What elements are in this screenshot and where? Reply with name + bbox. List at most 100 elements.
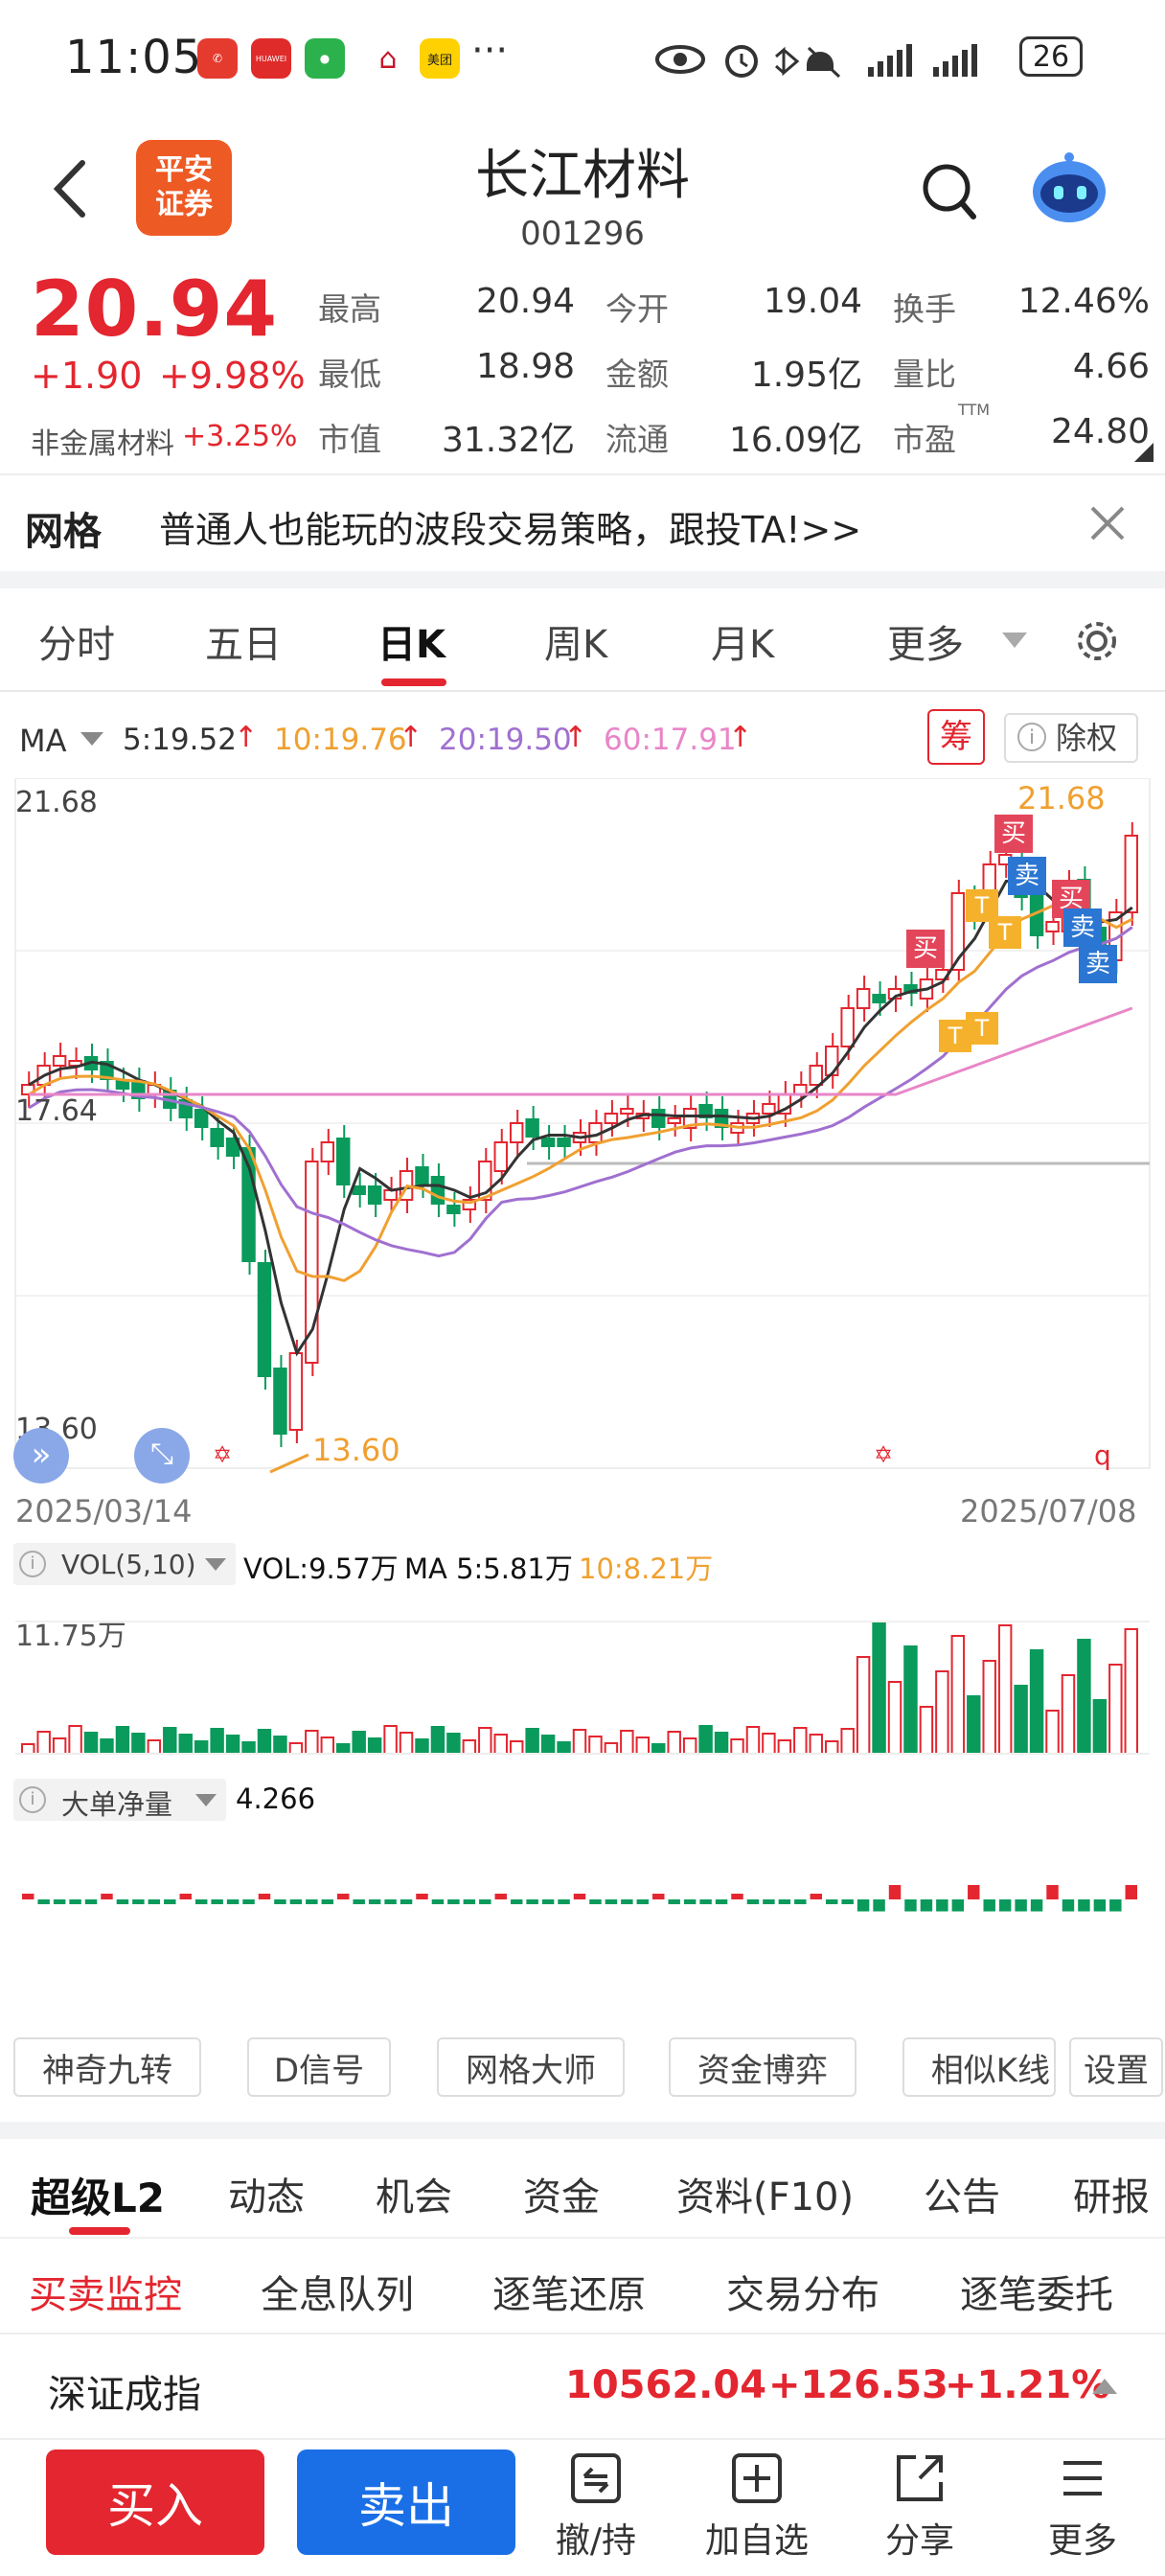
tab-five-day[interactable]: 五日 [205,623,282,667]
tab-dynamics[interactable]: 动态 [228,2175,305,2220]
tab-capital[interactable]: 资金 [523,2175,600,2220]
cancel-hold-button[interactable]: 撤/持 [538,2450,653,2564]
vol-selector[interactable]: i VOL(5,10) [13,1543,236,1585]
net-flow-selector[interactable]: i 大单净量 [13,1779,226,1821]
tab-opportunity[interactable]: 机会 [376,2175,452,2220]
event-marker-icon[interactable]: q [1094,1439,1111,1471]
index-ticker[interactable]: 深证成指 10562.04 +126.53 +1.21% [0,2333,1165,2440]
search-icon[interactable] [920,161,977,222]
info-icon: i [19,1551,46,1577]
event-marker-icon[interactable]: ✡ [213,1441,233,1468]
robot-assistant-icon[interactable] [1027,148,1111,228]
ex-right-label: 除权 [1056,720,1118,756]
buy-signal[interactable]: 买 [994,815,1033,853]
chip-distribution-button[interactable]: 筹 [927,709,985,765]
sector-name[interactable]: 非金属材料 [31,427,174,461]
net-flow-title: 大单净量 [61,1788,173,1821]
add-watchlist-button[interactable]: 加自选 [699,2450,814,2564]
candle [682,1108,697,1129]
chevron-down-icon[interactable] [1002,632,1027,650]
info-icon: i [1017,723,1046,751]
net-flow-bar [132,1899,145,1904]
tab-research[interactable]: 研报 [1073,2175,1150,2220]
sell-button[interactable]: 卖出 [297,2450,515,2555]
index-pct: +1.21% [945,2363,1110,2407]
net-flow-bar [116,1899,129,1904]
subtab-tick-orders[interactable]: 逐笔委托 [960,2273,1113,2317]
t-signal[interactable]: T [966,1012,998,1045]
chart-area[interactable]: MA 5:19.52 ↑ 10:19.76 ↑ 20:19.50 ↑ 60:17… [0,692,1165,2072]
tab-daily-k[interactable]: 日K [377,623,445,667]
ma-dropdown-icon[interactable] [80,732,103,748]
back-icon[interactable] [50,157,88,220]
sell-signal[interactable]: 卖 [1079,945,1117,983]
indicator-similar-kline[interactable]: 相似K线 [902,2037,1056,2097]
event-marker-icon[interactable]: ✡ [874,1441,894,1468]
volume-bar [21,1743,35,1755]
divider [0,571,1165,588]
volume-bar [1014,1685,1028,1755]
volume-bar [367,1737,382,1755]
float-cap-value: 16.09亿 [728,421,862,460]
tab-weekly-k[interactable]: 周K [544,623,608,667]
fast-forward-icon[interactable]: » [13,1428,69,1484]
expand-corner-icon[interactable] [1134,443,1154,462]
tab-monthly-k[interactable]: 月K [711,623,775,667]
sell-signal[interactable]: 卖 [1008,857,1046,895]
price-change-pct: +9.98% [159,355,306,397]
kline-chart[interactable] [0,778,1165,1765]
buy-signal[interactable]: 买 [906,930,945,968]
banner-text[interactable]: 普通人也能玩的波段交易策略，跟投TA!>> [159,509,862,551]
volume-bar [714,1732,729,1755]
open-value: 19.04 [763,282,862,321]
ex-right-button[interactable]: i 除权 [1004,713,1138,763]
index-change: +126.53 [768,2363,948,2407]
net-flow-bar [211,1899,223,1904]
close-icon[interactable] [1088,504,1127,542]
price-change: +1.90 [31,355,143,397]
net-flow-bar [400,1899,413,1904]
signal-icon [868,44,977,77]
share-button[interactable]: 分享 [862,2450,977,2564]
volume-bar [982,1660,996,1755]
tab-more[interactable]: 更多 [887,623,964,667]
candle [620,1108,634,1115]
tab-announcement[interactable]: 公告 [924,2175,1000,2220]
index-value: 10562.04 [565,2363,767,2407]
volume-ratio-value: 4.66 [1072,347,1150,386]
indicator-capital-game[interactable]: 资金博弈 [669,2037,857,2097]
subtab-tick-restore[interactable]: 逐笔还原 [492,2273,646,2317]
tab-f10[interactable]: 资料(F10) [676,2175,855,2220]
indicator-magic-nine[interactable]: 神奇九转 [13,2037,201,2097]
volume-bar [225,1735,240,1755]
indicator-d-signal[interactable]: D信号 [247,2037,391,2097]
chevron-up-icon[interactable] [1092,2379,1117,2394]
amount-value: 1.95亿 [750,356,862,395]
gear-icon[interactable] [1073,617,1121,665]
sell-signal[interactable]: 卖 [1063,908,1102,947]
candle [509,1122,524,1143]
indicator-settings[interactable]: 设置 [1069,2037,1163,2097]
net-flow-chart[interactable] [0,1823,1165,2034]
fullscreen-icon[interactable]: ⤡ [134,1428,190,1484]
volume-bar [147,1739,162,1755]
subtab-full-queue[interactable]: 全息队列 [261,2273,414,2317]
banner-tag: 网格 [25,510,102,554]
subtab-buy-sell-monitor[interactable]: 买卖监控 [29,2273,182,2317]
promo-banner[interactable]: 网格 普通人也能玩的波段交易策略，跟投TA!>> [0,473,1165,571]
index-name: 深证成指 [48,2373,201,2417]
pe-label: 市盈 [893,421,956,458]
tab-super-l2[interactable]: 超级L2 [31,2174,165,2221]
cancel-hold-label: 撤/持 [555,2521,637,2561]
t-signal[interactable]: T [989,916,1021,949]
net-flow-bar [479,1899,491,1904]
candle [415,1166,429,1185]
tab-intraday[interactable]: 分时 [38,623,115,667]
broker-logo: 平安 证券 [136,140,232,236]
ma-line [29,1006,1133,1096]
subtab-trade-distribution[interactable]: 交易分布 [726,2273,879,2317]
buy-button[interactable]: 买入 [46,2450,264,2555]
indicator-grid-master[interactable]: 网格大师 [437,2037,625,2097]
volume-bar [572,1729,587,1755]
more-button[interactable]: 更多 [1025,2450,1140,2564]
